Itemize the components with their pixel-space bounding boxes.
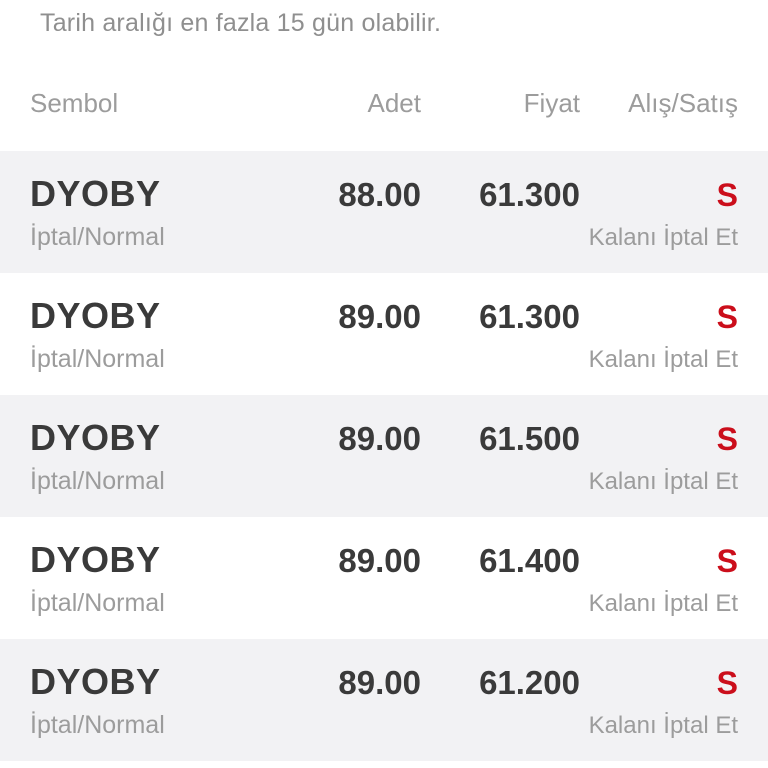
table-row[interactable]: DYOBY 89.00 61.200 S İptal/Normal Kalanı… [0,639,768,761]
cancel-remaining-button[interactable]: Kalanı İptal Et [588,223,738,251]
order-status: İptal/Normal [30,222,165,251]
quantity-value: 88.00 [338,176,421,213]
price-value: 61.400 [479,542,580,579]
table-row[interactable]: DYOBY 88.00 61.300 S İptal/Normal Kalanı… [0,151,768,273]
cancel-remaining-button[interactable]: Kalanı İptal Et [588,345,738,373]
table-row[interactable]: DYOBY 89.00 61.300 S İptal/Normal Kalanı… [0,273,768,395]
symbol-label: DYOBY [30,661,161,702]
table-header: Sembol Adet Fiyat Alış/Satış [0,88,768,119]
cancel-remaining-button[interactable]: Kalanı İptal Et [588,467,738,495]
header-quantity: Adet [367,88,422,118]
price-value: 61.300 [479,176,580,213]
quantity-value: 89.00 [338,298,421,335]
sell-badge: S [716,665,738,701]
price-value: 61.200 [479,664,580,701]
header-side: Alış/Satış [628,88,738,118]
symbol-label: DYOBY [30,417,161,458]
sell-badge: S [716,543,738,579]
quantity-value: 89.00 [338,420,421,457]
price-value: 61.300 [479,298,580,335]
table-row[interactable]: DYOBY 89.00 61.400 S İptal/Normal Kalanı… [0,517,768,639]
sell-badge: S [716,299,738,335]
order-status: İptal/Normal [30,466,165,495]
order-status: İptal/Normal [30,588,165,617]
cancel-remaining-button[interactable]: Kalanı İptal Et [588,711,738,739]
symbol-label: DYOBY [30,539,161,580]
quantity-value: 89.00 [338,542,421,579]
cancel-remaining-button[interactable]: Kalanı İptal Et [588,589,738,617]
quantity-value: 89.00 [338,664,421,701]
header-symbol: Sembol [30,88,119,118]
symbol-label: DYOBY [30,295,161,336]
sell-badge: S [716,177,738,213]
symbol-label: DYOBY [30,173,161,214]
order-status: İptal/Normal [30,344,165,373]
date-range-notice: Tarih aralığı en fazla 15 gün olabilir. [40,9,442,37]
order-list: DYOBY 88.00 61.300 S İptal/Normal Kalanı… [0,151,768,761]
header-price: Fiyat [523,88,580,118]
table-row[interactable]: DYOBY 89.00 61.500 S İptal/Normal Kalanı… [0,395,768,517]
price-value: 61.500 [479,420,580,457]
sell-badge: S [716,421,738,457]
order-status: İptal/Normal [30,710,165,739]
